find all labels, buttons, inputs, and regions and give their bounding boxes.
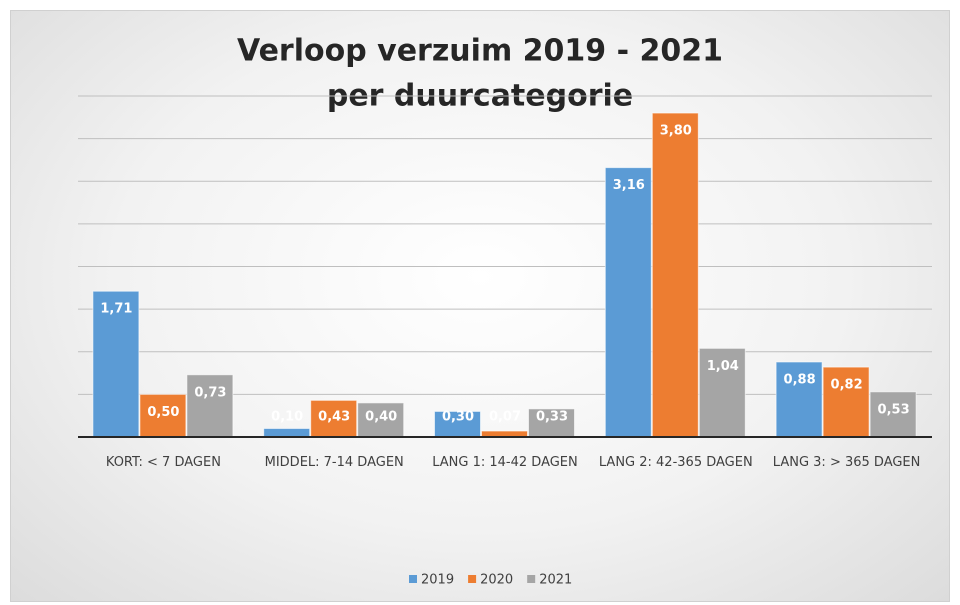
bar (651, 112, 699, 438)
data-label: 0,53 (878, 402, 910, 417)
data-label: 0,50 (147, 405, 179, 420)
bar (263, 427, 311, 438)
x-tick-label: LANG 2: 42-365 DAGEN (598, 455, 753, 470)
chart-title: Verloop verzuim 2019 - 2021 (237, 34, 723, 69)
data-label: 0,88 (784, 372, 816, 387)
data-label: 3,16 (613, 178, 645, 193)
data-label: 3,80 (660, 124, 692, 139)
legend-swatch (527, 575, 536, 583)
data-label: 0,40 (365, 410, 397, 425)
data-label: 0,33 (536, 410, 568, 425)
legend-swatch (409, 575, 417, 583)
bar (92, 290, 140, 438)
bar (310, 399, 358, 438)
bar (822, 366, 870, 438)
data-label: 0,73 (194, 385, 226, 400)
bar (186, 374, 234, 438)
data-label: 0,43 (318, 410, 350, 425)
data-label: 0,30 (442, 410, 474, 425)
x-tick-label: MIDDEL: 7-14 DAGEN (264, 455, 404, 470)
data-label: 0,82 (831, 378, 863, 393)
data-label: 0,10 (271, 410, 303, 425)
data-label: 1,71 (100, 302, 132, 317)
bar (869, 391, 917, 438)
x-tick-label: KORT: < 7 DAGEN (105, 455, 221, 470)
x-tick-label: LANG 1: 14-42 DAGEN (432, 455, 578, 470)
bar (528, 408, 575, 438)
x-tick-label: LANG 3: > 365 DAGEN (772, 455, 921, 470)
bar (698, 347, 746, 438)
bar (775, 361, 823, 438)
legend-label: 2020 (480, 573, 513, 588)
legend-swatch (468, 575, 477, 583)
chart-frame (10, 10, 950, 602)
legend-label: 2019 (421, 573, 454, 588)
legend-label: 2021 (539, 573, 572, 588)
data-label: 0,07 (489, 410, 521, 425)
bar (604, 167, 652, 438)
data-label: 1,04 (707, 359, 739, 374)
